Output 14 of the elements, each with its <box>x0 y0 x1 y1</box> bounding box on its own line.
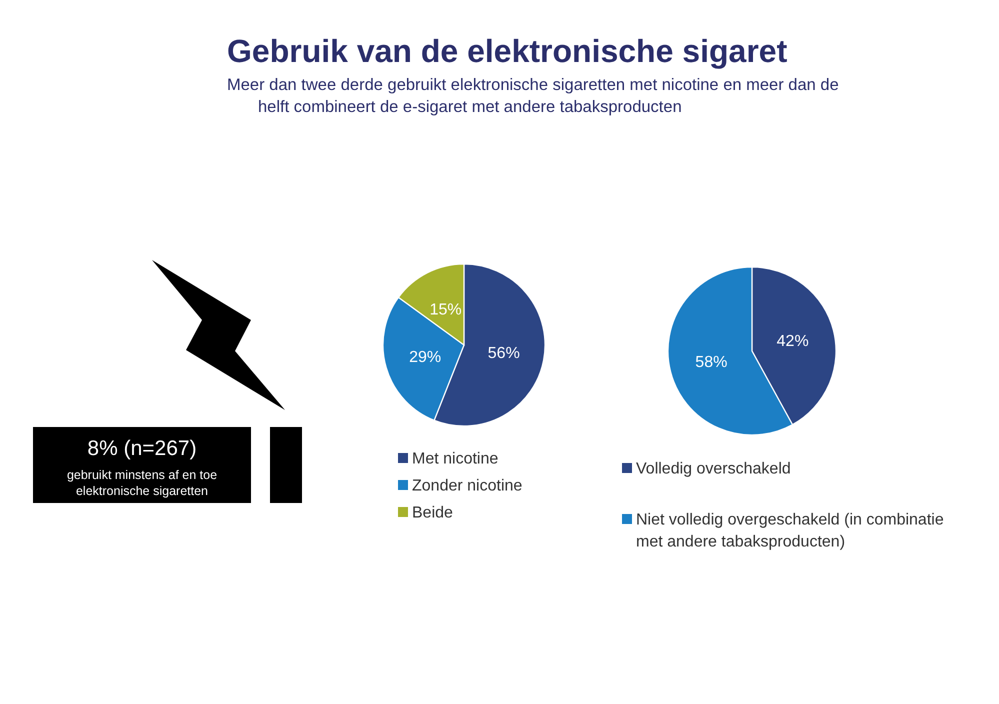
text: Gebruik van de elektronische sigaret <box>227 33 788 69</box>
data-label: 42% <box>776 333 809 350</box>
legend-label: Met nicotine <box>412 450 498 468</box>
data-label: 15% <box>430 302 462 319</box>
legend-label: Niet volledig overgeschakeld (in combinatie met andere tabaksproducten) <box>636 512 944 551</box>
legend-label: Beide <box>412 504 454 522</box>
text: gebruikt minstens af en toe elektronische sigaretten <box>66 468 218 498</box>
data-label: 29% <box>409 348 442 366</box>
legend-label: Zonder nicotine <box>412 478 522 495</box>
data-label: 56% <box>488 345 520 362</box>
text: 8% (n=267) <box>87 437 197 460</box>
legend-label: Volledig overschakeld <box>636 460 791 478</box>
text: Meer dan twee derde gebruikt elektronische sigaretten met nicotine en meer dan de helft combineert de e-sigaret met andere tabaksproducten <box>227 76 839 116</box>
data-label: 58% <box>695 354 728 372</box>
